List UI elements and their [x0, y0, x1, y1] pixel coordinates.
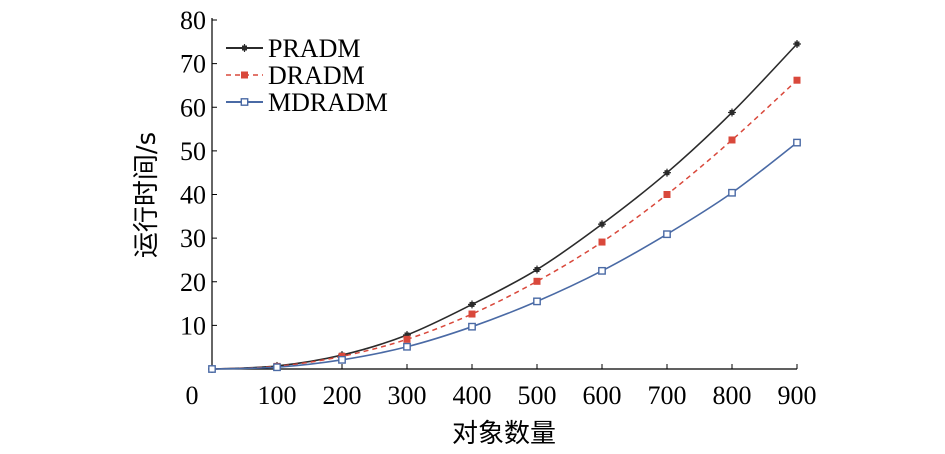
- x-tick-label: 900: [778, 381, 817, 410]
- data-point-dradm: [468, 310, 476, 318]
- series-line-dradm: [211, 79, 798, 370]
- legend-label-mdradm: MDRADM: [268, 88, 388, 117]
- x-tick-label: 600: [583, 381, 622, 410]
- data-point-mdradm: [793, 138, 801, 147]
- data-point-pradm: [533, 265, 541, 274]
- y-tick-label: 60: [180, 93, 206, 122]
- data-point-dradm: [793, 76, 801, 84]
- data-point-pradm: [728, 108, 736, 117]
- x-tick-label: 200: [323, 381, 362, 410]
- data-point-pradm: [598, 220, 606, 229]
- data-point-mdradm: [663, 230, 671, 239]
- y-tick-label: 10: [180, 311, 206, 340]
- data-point-mdradm: [208, 365, 216, 373]
- data-point-mdradm: [728, 188, 736, 197]
- x-tick-label: 700: [648, 381, 687, 410]
- x-tick-label: 100: [258, 381, 297, 410]
- y-tick-label: 50: [180, 137, 206, 166]
- x-tick-label: 0: [186, 381, 199, 410]
- data-point-dradm: [403, 335, 411, 343]
- data-point-mdradm: [533, 297, 541, 306]
- x-tick-label: 800: [713, 381, 752, 410]
- data-point-mdradm: [403, 342, 411, 351]
- y-tick-label: 80: [180, 6, 206, 35]
- data-point-dradm: [598, 238, 606, 246]
- x-tick-label: 300: [388, 381, 427, 410]
- y-tick-label: 70: [180, 50, 206, 79]
- y-tick-label: 40: [180, 181, 206, 210]
- data-point-pradm: [793, 39, 801, 48]
- series-line-mdradm: [211, 141, 798, 370]
- x-tick-label: 400: [453, 381, 492, 410]
- series-layer: [208, 39, 801, 373]
- legend-marker-dradm: [241, 71, 248, 79]
- x-axis-title: 对象数量: [452, 419, 556, 449]
- series-mdradm: [208, 138, 801, 373]
- legend-label-dradm: DRADM: [268, 61, 365, 90]
- y-tick-label: 20: [180, 268, 206, 297]
- data-point-dradm: [663, 191, 671, 198]
- data-point-mdradm: [273, 363, 281, 372]
- data-point-dradm: [533, 277, 541, 285]
- legend-item-pradm: PRADM: [226, 34, 360, 63]
- data-point-mdradm: [338, 355, 346, 364]
- legend-label-pradm: PRADM: [268, 34, 360, 63]
- series-dradm: [208, 76, 801, 373]
- y-tick-label: 30: [180, 224, 206, 253]
- data-point-mdradm: [598, 266, 606, 275]
- y-axis-title: 运行时间/s: [132, 132, 162, 258]
- legend-item-dradm: DRADM: [226, 61, 365, 90]
- x-tick-label: 500: [518, 381, 557, 410]
- legend-marker-pradm: [240, 44, 249, 52]
- data-point-mdradm: [468, 322, 476, 331]
- data-point-dradm: [728, 136, 736, 144]
- legend-item-mdradm: MDRADM: [226, 88, 388, 117]
- data-point-pradm: [663, 168, 671, 177]
- data-point-pradm: [468, 300, 476, 309]
- legend-marker-mdradm: [240, 98, 249, 106]
